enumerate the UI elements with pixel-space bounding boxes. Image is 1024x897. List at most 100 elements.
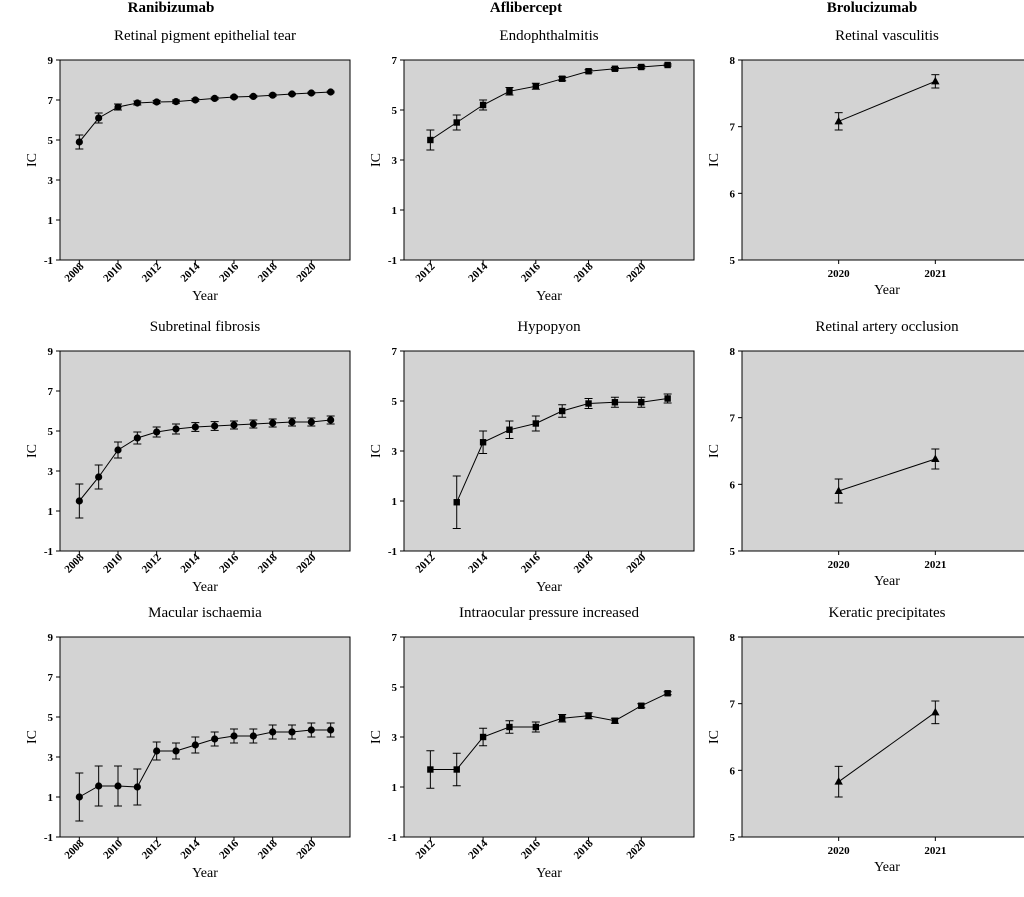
x-tick-label-2020: 2020 xyxy=(624,837,648,861)
data-point-2019 xyxy=(288,728,296,736)
y-axis-label: IC xyxy=(707,730,722,744)
data-point-2021 xyxy=(327,88,335,96)
x-tick-label-2008: 2008 xyxy=(62,260,86,284)
x-tick-label-2012: 2012 xyxy=(413,837,437,861)
data-point-2019 xyxy=(611,717,619,724)
plot-area xyxy=(403,636,695,838)
series-line xyxy=(430,64,668,141)
x-tick-label-2010: 2010 xyxy=(101,551,125,575)
plot-area xyxy=(403,59,695,261)
data-point-2017 xyxy=(249,732,257,740)
y-tick-label-7: 7 xyxy=(730,699,736,711)
data-point-2018 xyxy=(269,419,277,427)
data-point-2016 xyxy=(230,732,238,740)
data-point-2016 xyxy=(230,93,238,101)
y-tick-label-7: 7 xyxy=(48,386,54,398)
y-tick-label-9: 9 xyxy=(48,346,54,358)
plot-area xyxy=(741,350,1024,552)
data-point-2019 xyxy=(288,90,296,98)
x-tick-label-2008: 2008 xyxy=(62,837,86,861)
x-tick-label-2018: 2018 xyxy=(256,837,280,861)
data-point-2011 xyxy=(133,434,141,442)
data-point-2019 xyxy=(611,65,619,72)
chart-title: Keratic precipitates xyxy=(828,605,945,621)
y-tick-label-1: -1 xyxy=(44,255,53,267)
chart-title: Retinal pigment epithelial tear xyxy=(114,28,296,44)
y-tick-label-1: -1 xyxy=(388,546,397,558)
y-axis-label: IC xyxy=(25,730,40,744)
data-point-2020 xyxy=(834,116,843,125)
y-tick-label-5: 5 xyxy=(392,396,398,408)
data-point-2015 xyxy=(211,422,219,430)
x-tick-label-2016: 2016 xyxy=(519,837,543,861)
data-point-2014 xyxy=(479,733,487,741)
data-point-2014 xyxy=(479,439,487,446)
y-tick-label-7: 7 xyxy=(730,413,736,425)
data-point-2021 xyxy=(664,61,671,69)
x-tick-label-2014: 2014 xyxy=(178,260,202,284)
data-point-2015 xyxy=(211,735,219,743)
chart-title: Intraocular pressure increased xyxy=(459,605,639,621)
plot-area xyxy=(59,350,351,552)
data-point-2008 xyxy=(75,138,83,146)
x-tick-label-2016: 2016 xyxy=(217,260,241,284)
series-line xyxy=(838,80,936,122)
data-point-2020 xyxy=(307,89,315,97)
data-point-2015 xyxy=(506,426,513,433)
x-tick-label-2021: 2021 xyxy=(924,559,946,571)
x-tick-label-2012: 2012 xyxy=(140,837,164,861)
data-point-2018 xyxy=(585,68,592,75)
plot-area xyxy=(741,636,1024,838)
plot-area xyxy=(59,59,351,261)
data-point-2011 xyxy=(133,99,141,107)
y-axis-label: IC xyxy=(369,444,384,458)
x-tick-label-2021: 2021 xyxy=(924,268,946,280)
x-tick-label-2016: 2016 xyxy=(519,260,543,284)
x-axis-label: Year xyxy=(536,580,562,595)
y-tick-label-1: 1 xyxy=(392,782,398,794)
data-point-2010 xyxy=(114,782,122,790)
y-tick-label-3: 3 xyxy=(392,732,398,744)
data-point-2012 xyxy=(427,136,434,144)
chart-title: Macular ischaemia xyxy=(148,605,262,621)
chart-title: Endophthalmitis xyxy=(499,28,598,44)
x-tick-label-2012: 2012 xyxy=(140,260,164,284)
y-tick-label-7: 7 xyxy=(48,672,54,684)
chart-retinal-pigment-epithelial-tear: Retinal pigment epithelial tear -1 1 3 5 7 9 20… xyxy=(25,28,351,304)
y-tick-label-3: 3 xyxy=(48,752,54,764)
x-axis-label: Year xyxy=(536,289,562,304)
data-point-2019 xyxy=(611,399,619,406)
data-point-2013 xyxy=(453,766,460,773)
x-axis-label: Year xyxy=(874,283,900,298)
x-tick-label-2014: 2014 xyxy=(466,837,490,861)
chart-title: Retinal artery occlusion xyxy=(815,319,959,335)
data-point-2016 xyxy=(230,421,238,429)
y-tick-label-5: 5 xyxy=(48,426,54,438)
y-axis-label: IC xyxy=(25,153,40,167)
x-axis-label: Year xyxy=(192,580,218,595)
y-tick-label-6: 6 xyxy=(730,188,736,200)
data-point-2008 xyxy=(75,793,83,801)
data-point-2014 xyxy=(191,96,199,104)
data-point-2008 xyxy=(75,497,83,505)
data-point-2019 xyxy=(288,418,296,426)
data-point-2015 xyxy=(506,723,513,731)
chart-macular-ischaemia: Macular ischaemia -1 1 3 5 7 9 2008 2010 2012 2014… xyxy=(25,605,351,881)
x-tick-label-2018: 2018 xyxy=(256,260,280,284)
data-point-2020 xyxy=(834,486,843,494)
x-tick-label-2014: 2014 xyxy=(178,837,202,861)
x-axis-label: Year xyxy=(874,860,900,875)
data-point-2021 xyxy=(327,726,335,734)
x-tick-label-2014: 2014 xyxy=(178,551,202,575)
x-tick-label-2018: 2018 xyxy=(572,260,596,284)
y-tick-label-1: -1 xyxy=(388,255,397,267)
data-point-2021 xyxy=(327,416,335,424)
y-tick-label-1: -1 xyxy=(388,832,397,844)
y-tick-label-7: 7 xyxy=(392,55,398,67)
x-tick-label-2010: 2010 xyxy=(101,837,125,861)
y-tick-label-1: 1 xyxy=(48,506,54,518)
chart-title: Hypopyon xyxy=(517,319,581,335)
y-tick-label-5: 5 xyxy=(48,135,54,147)
chart-title: Subretinal fibrosis xyxy=(150,319,261,335)
data-point-2009 xyxy=(95,473,103,481)
